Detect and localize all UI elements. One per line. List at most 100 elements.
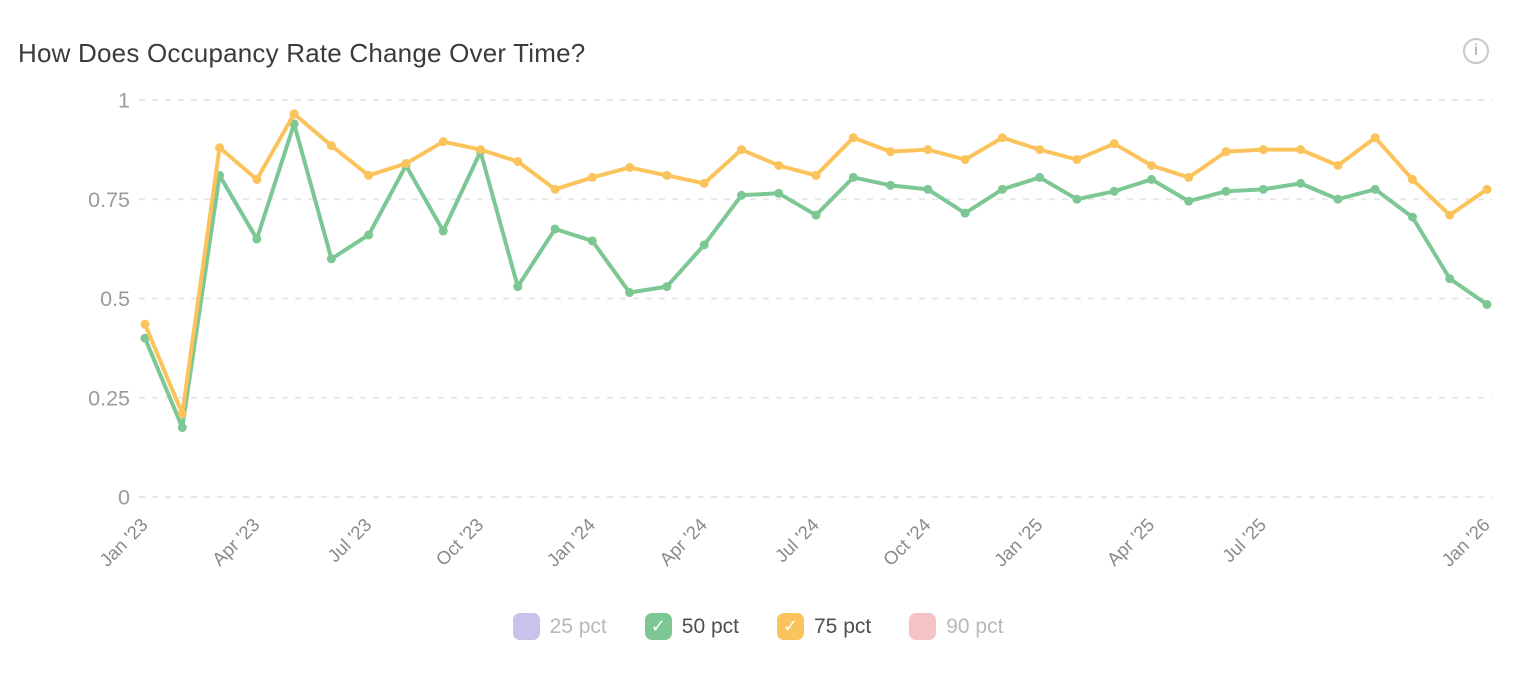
series-line-75-pct xyxy=(143,111,1489,416)
x-axis-label: Apr '25 xyxy=(1102,514,1158,570)
data-point-50-pct[interactable] xyxy=(997,184,1007,194)
legend-label: 25 pct xyxy=(549,614,607,638)
data-point-75-pct[interactable] xyxy=(1147,161,1156,171)
legend-label: 75 pct xyxy=(814,614,872,638)
data-point-75-pct[interactable] xyxy=(252,174,262,184)
data-point-50-pct[interactable] xyxy=(886,180,896,190)
data-point-50-pct[interactable] xyxy=(1184,196,1194,206)
data-point-75-pct[interactable] xyxy=(550,184,560,194)
y-axis-label: 1 xyxy=(118,89,130,113)
data-point-75-pct[interactable] xyxy=(1333,161,1343,171)
data-point-75-pct[interactable] xyxy=(662,170,672,180)
data-point-75-pct[interactable] xyxy=(1296,145,1306,155)
data-point-75-pct[interactable] xyxy=(699,178,709,188)
data-point-75-pct[interactable] xyxy=(1072,155,1082,165)
data-point-75-pct[interactable] xyxy=(736,145,746,155)
data-point-75-pct[interactable] xyxy=(401,159,411,169)
line-chart: 0 0.25 0.5 0.75 1 Jan '23 Apr '23 Jul '23 Oct '2… xyxy=(88,89,1494,571)
data-point-50-pct[interactable] xyxy=(326,254,336,264)
data-point-50-pct[interactable] xyxy=(1445,274,1455,284)
data-point-75-pct[interactable] xyxy=(1184,172,1194,182)
data-point-75-pct[interactable] xyxy=(1445,210,1455,220)
data-point-50-pct[interactable] xyxy=(513,282,523,292)
data-point-50-pct[interactable] xyxy=(1072,194,1082,204)
data-point-50-pct[interactable] xyxy=(1333,194,1343,204)
checkbox-unchecked-icon[interactable] xyxy=(512,613,540,640)
y-axis-label: 0.25 xyxy=(88,386,130,410)
data-point-50-pct[interactable] xyxy=(177,423,187,433)
info-icon[interactable]: i xyxy=(1463,38,1489,64)
data-point-75-pct[interactable] xyxy=(625,162,635,172)
data-point-50-pct[interactable] xyxy=(140,333,150,343)
data-point-50-pct[interactable] xyxy=(1147,174,1156,184)
data-point-50-pct[interactable] xyxy=(364,230,374,240)
data-point-75-pct[interactable] xyxy=(1221,147,1231,157)
x-axis-label: Jul '24 xyxy=(771,514,823,566)
data-point-50-pct[interactable] xyxy=(848,172,858,182)
data-point-75-pct[interactable] xyxy=(774,161,784,171)
data-point-50-pct[interactable] xyxy=(1221,186,1231,196)
data-point-75-pct[interactable] xyxy=(960,155,970,165)
data-point-75-pct[interactable] xyxy=(438,137,448,147)
data-point-50-pct[interactable] xyxy=(662,282,672,292)
info-icon-glyph: i xyxy=(1473,42,1479,59)
y-axis-label: 0.75 xyxy=(88,188,130,212)
data-point-50-pct[interactable] xyxy=(252,234,262,244)
x-axis-label: Jan '23 xyxy=(95,514,152,571)
data-point-75-pct[interactable] xyxy=(289,109,299,119)
x-axis-label: Oct '24 xyxy=(879,514,935,570)
data-point-50-pct[interactable] xyxy=(1482,299,1492,309)
y-axis-label: 0 xyxy=(118,486,130,510)
data-point-75-pct[interactable] xyxy=(1258,145,1268,155)
data-point-75-pct[interactable] xyxy=(513,157,523,167)
y-axis-label: 0.5 xyxy=(100,287,130,311)
x-axis-label: Apr '24 xyxy=(655,514,711,570)
data-point-75-pct[interactable] xyxy=(587,172,597,182)
data-point-50-pct[interactable] xyxy=(774,188,784,198)
data-point-50-pct[interactable] xyxy=(438,226,448,236)
data-point-50-pct[interactable] xyxy=(1370,184,1380,194)
x-axis-label: Oct '23 xyxy=(431,514,487,570)
chart-title: How Does Occupancy Rate Change Over Time… xyxy=(18,38,586,68)
data-point-50-pct[interactable] xyxy=(1296,178,1306,188)
data-point-50-pct[interactable] xyxy=(587,236,597,246)
data-point-50-pct[interactable] xyxy=(625,288,635,298)
data-point-50-pct[interactable] xyxy=(1258,184,1268,194)
legend-label: 50 pct xyxy=(681,614,739,638)
checkbox-unchecked-icon[interactable] xyxy=(909,613,937,640)
series-line-50-pct xyxy=(143,121,1489,430)
data-point-75-pct[interactable] xyxy=(886,147,896,157)
data-point-75-pct[interactable] xyxy=(476,145,485,155)
data-point-75-pct[interactable] xyxy=(364,170,374,180)
data-point-50-pct[interactable] xyxy=(1035,172,1045,182)
data-point-50-pct[interactable] xyxy=(1109,186,1119,196)
data-point-75-pct[interactable] xyxy=(848,133,858,143)
data-point-75-pct[interactable] xyxy=(177,409,187,419)
data-point-75-pct[interactable] xyxy=(1109,139,1119,149)
data-point-75-pct[interactable] xyxy=(1407,174,1417,184)
data-point-50-pct[interactable] xyxy=(1407,212,1417,222)
data-point-75-pct[interactable] xyxy=(811,170,821,180)
legend-item-50-pct[interactable]: ✓ 50 pct xyxy=(644,613,739,640)
x-axis-label: Jan '26 xyxy=(1437,514,1494,571)
legend-item-75-pct[interactable]: ✓ 75 pct xyxy=(777,613,871,640)
data-point-75-pct[interactable] xyxy=(140,319,150,329)
data-point-75-pct[interactable] xyxy=(1370,133,1380,143)
data-point-50-pct[interactable] xyxy=(736,190,746,200)
legend-item-25-pct[interactable]: 25 pct xyxy=(512,613,607,640)
data-point-50-pct[interactable] xyxy=(960,208,970,218)
data-point-75-pct[interactable] xyxy=(1035,145,1045,155)
data-point-50-pct[interactable] xyxy=(550,224,560,234)
checkbox-checked-icon[interactable]: ✓ xyxy=(644,613,672,640)
data-point-75-pct[interactable] xyxy=(997,133,1007,143)
data-point-50-pct[interactable] xyxy=(811,210,821,220)
data-point-75-pct[interactable] xyxy=(215,143,225,153)
data-point-75-pct[interactable] xyxy=(326,141,336,151)
checkbox-checked-icon[interactable]: ✓ xyxy=(777,613,804,640)
data-point-75-pct[interactable] xyxy=(1482,184,1492,194)
data-point-50-pct[interactable] xyxy=(923,184,933,194)
legend-item-90-pct[interactable]: 90 pct xyxy=(909,613,1003,640)
data-point-75-pct[interactable] xyxy=(923,145,933,155)
data-point-50-pct[interactable] xyxy=(699,240,709,250)
